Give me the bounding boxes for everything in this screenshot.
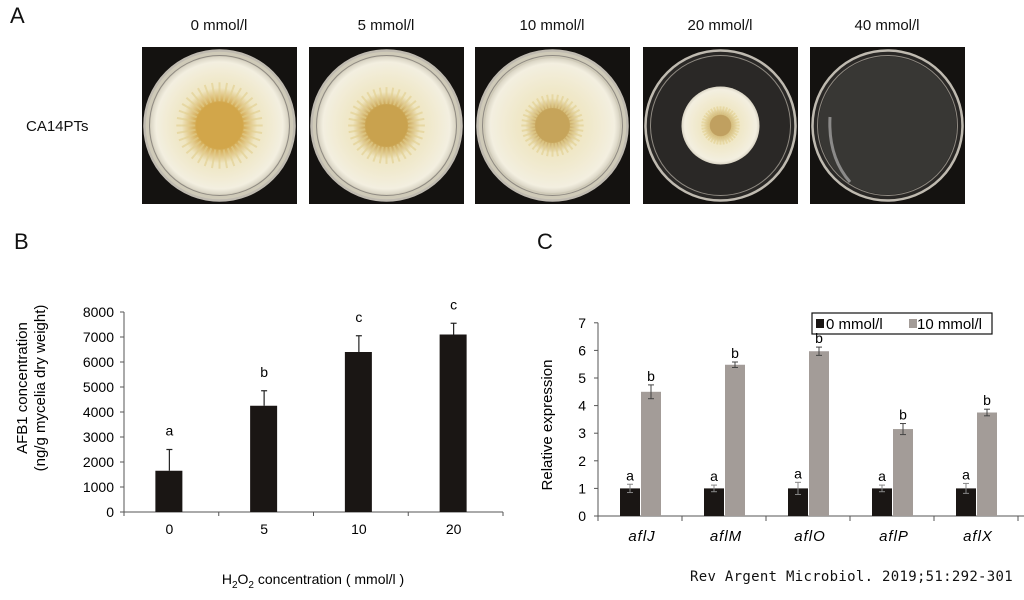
chart-b-ytick: 5000 bbox=[83, 379, 114, 395]
petri-dish-photo bbox=[309, 47, 464, 204]
chart-c-ytick: 5 bbox=[578, 370, 586, 386]
significance-letter: b bbox=[260, 364, 268, 380]
plate-label: 40 mmol/l bbox=[854, 17, 920, 34]
chart-b-bar bbox=[250, 405, 278, 512]
chart-b-xtick: 20 bbox=[446, 521, 462, 537]
chart-b-bar bbox=[155, 470, 183, 512]
significance-letter: a bbox=[962, 466, 970, 482]
plate-label: 20 mmol/l bbox=[687, 17, 753, 34]
chart-b-ytick: 8000 bbox=[83, 304, 114, 320]
chart-c-bar bbox=[977, 412, 997, 516]
significance-letter: a bbox=[165, 423, 173, 439]
chart-c-xtick: aflX bbox=[963, 528, 993, 545]
chart-b-ytick: 0 bbox=[106, 504, 114, 520]
chart-c-bar bbox=[872, 488, 892, 516]
chart-c-legend: 0 mmol/l 10 mmol/l bbox=[811, 312, 993, 335]
chart-b-ytick: 6000 bbox=[83, 354, 114, 370]
plate-label: 10 mmol/l bbox=[519, 17, 585, 34]
chart-c-xtick: aflP bbox=[879, 528, 909, 545]
chart-c-ylabel: Relative expression bbox=[539, 360, 556, 491]
significance-letter: a bbox=[878, 468, 886, 484]
legend-swatch-0mmol bbox=[816, 319, 824, 328]
chart-b-xtick: 10 bbox=[351, 521, 367, 537]
chart-c-ytick: 6 bbox=[578, 342, 586, 358]
legend-label-0mmol: 0 mmol/l bbox=[826, 316, 883, 333]
chart-c-ytick: 4 bbox=[578, 398, 586, 414]
chart-b-xtick: 0 bbox=[165, 521, 173, 537]
chart-c-bar bbox=[956, 488, 976, 516]
chart-b-ylabel-line1: AFB1 concentration bbox=[14, 322, 31, 454]
chart-b-ytick: 1000 bbox=[83, 479, 114, 495]
significance-letter: b bbox=[815, 330, 823, 346]
chart-c-ytick: 3 bbox=[578, 425, 586, 441]
significance-letter: b bbox=[647, 368, 655, 384]
chart-c: Relative expression 0 mmol/l 10 mmol/l 0… bbox=[539, 312, 1024, 545]
panel-b-letter: B bbox=[14, 229, 29, 254]
chart-b-xtick: 5 bbox=[260, 521, 268, 537]
chart-b: AFB1 concentration (ng/g mycelia dry wei… bbox=[14, 296, 504, 591]
chart-c-xtick: aflM bbox=[710, 528, 742, 545]
legend-label-10mmol: 10 mmol/l bbox=[917, 316, 982, 333]
chart-c-ytick: 2 bbox=[578, 453, 586, 469]
plate-label: 5 mmol/l bbox=[357, 17, 415, 34]
chart-c-bar bbox=[809, 351, 829, 516]
petri-dish-photo bbox=[810, 47, 965, 204]
significance-letter: a bbox=[794, 465, 802, 481]
chart-b-ylabel-line2: (ng/g mycelia dry weight) bbox=[32, 305, 49, 472]
significance-letter: b bbox=[899, 407, 907, 423]
petri-dish-photo bbox=[475, 47, 630, 204]
chart-b-ytick: 7000 bbox=[83, 329, 114, 345]
chart-c-bar bbox=[641, 391, 661, 516]
significance-letter: c bbox=[450, 296, 457, 312]
chart-c-xtick: aflJ bbox=[628, 528, 655, 545]
chart-b-xlabel: H2O2 concentration ( mmol/l ) bbox=[222, 571, 404, 591]
petri-dish-photo bbox=[643, 47, 798, 204]
plate-label: 0 mmol/l bbox=[190, 17, 248, 34]
chart-c-bar bbox=[725, 364, 745, 516]
chart-c-bar bbox=[893, 429, 913, 516]
chart-b-ytick: 3000 bbox=[83, 429, 114, 445]
citation: Rev Argent Microbiol. 2019;51:292-301 bbox=[690, 569, 1013, 585]
chart-b-bar bbox=[439, 334, 467, 512]
significance-letter: b bbox=[731, 345, 739, 361]
chart-c-ytick: 1 bbox=[578, 480, 586, 496]
strain-label: CA14PTs bbox=[26, 118, 89, 135]
chart-b-bar bbox=[344, 352, 372, 512]
significance-letter: b bbox=[983, 392, 991, 408]
chart-c-xtick: aflO bbox=[794, 528, 826, 545]
significance-letter: a bbox=[626, 467, 634, 483]
chart-b-ytick: 4000 bbox=[83, 404, 114, 420]
chart-c-ytick: 0 bbox=[578, 508, 586, 524]
petri-dish-photo bbox=[142, 47, 297, 204]
chart-c-ytick: 7 bbox=[578, 315, 586, 331]
panel-c-letter: C bbox=[537, 229, 553, 254]
significance-letter: c bbox=[355, 309, 362, 325]
chart-c-bar bbox=[788, 488, 808, 516]
panel-a-letter: A bbox=[10, 3, 25, 28]
chart-c-bar bbox=[704, 488, 724, 516]
significance-letter: a bbox=[710, 468, 718, 484]
legend-swatch-10mmol bbox=[909, 319, 917, 328]
chart-b-ytick: 2000 bbox=[83, 454, 114, 470]
chart-c-bar bbox=[620, 488, 640, 516]
